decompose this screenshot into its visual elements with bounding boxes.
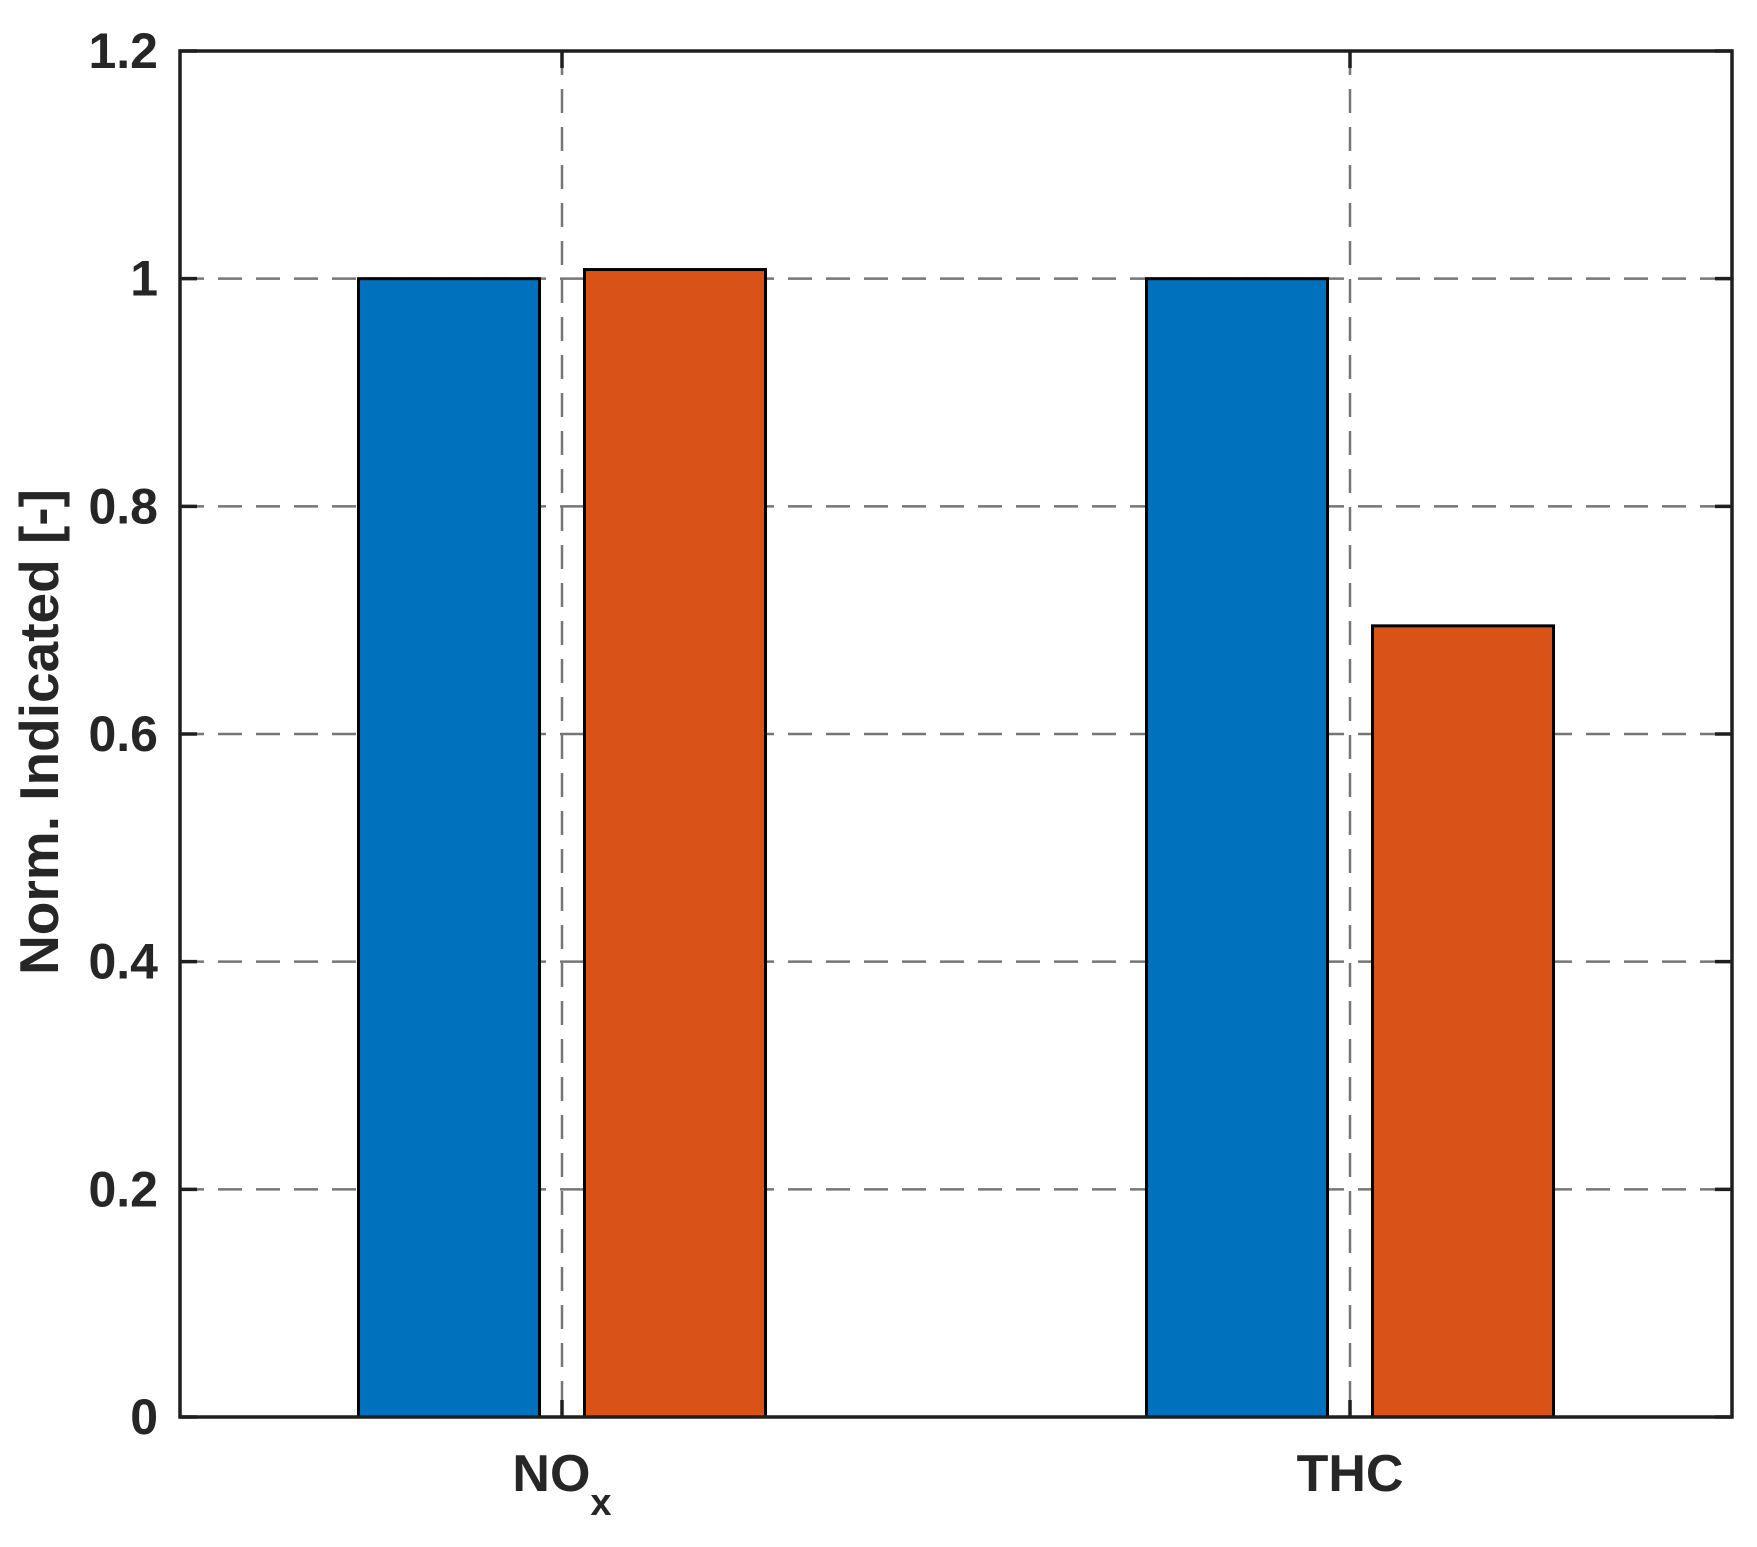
y-tick-label: 1 [130,251,158,307]
y-tick-label: 0.8 [88,478,158,534]
y-axis-label: Norm. Indicated [-] [8,489,70,975]
y-tick-label: 1.2 [88,23,158,79]
bar-series-2-orange-cat0 [583,268,767,1419]
y-tick-label: 0 [130,1389,158,1445]
y-tick-label: 0.2 [88,1161,158,1217]
y-tick-label: 0.6 [88,706,158,762]
bar-series-1-blue-cat1 [1145,277,1329,1419]
x-category-label: NOx [512,1445,611,1524]
x-category-label: THC [1297,1445,1404,1503]
bar-series-1-blue-cat0 [357,277,541,1419]
y-tick-label: 0.4 [88,934,158,990]
bar-series-2-orange-cat1 [1371,624,1555,1419]
